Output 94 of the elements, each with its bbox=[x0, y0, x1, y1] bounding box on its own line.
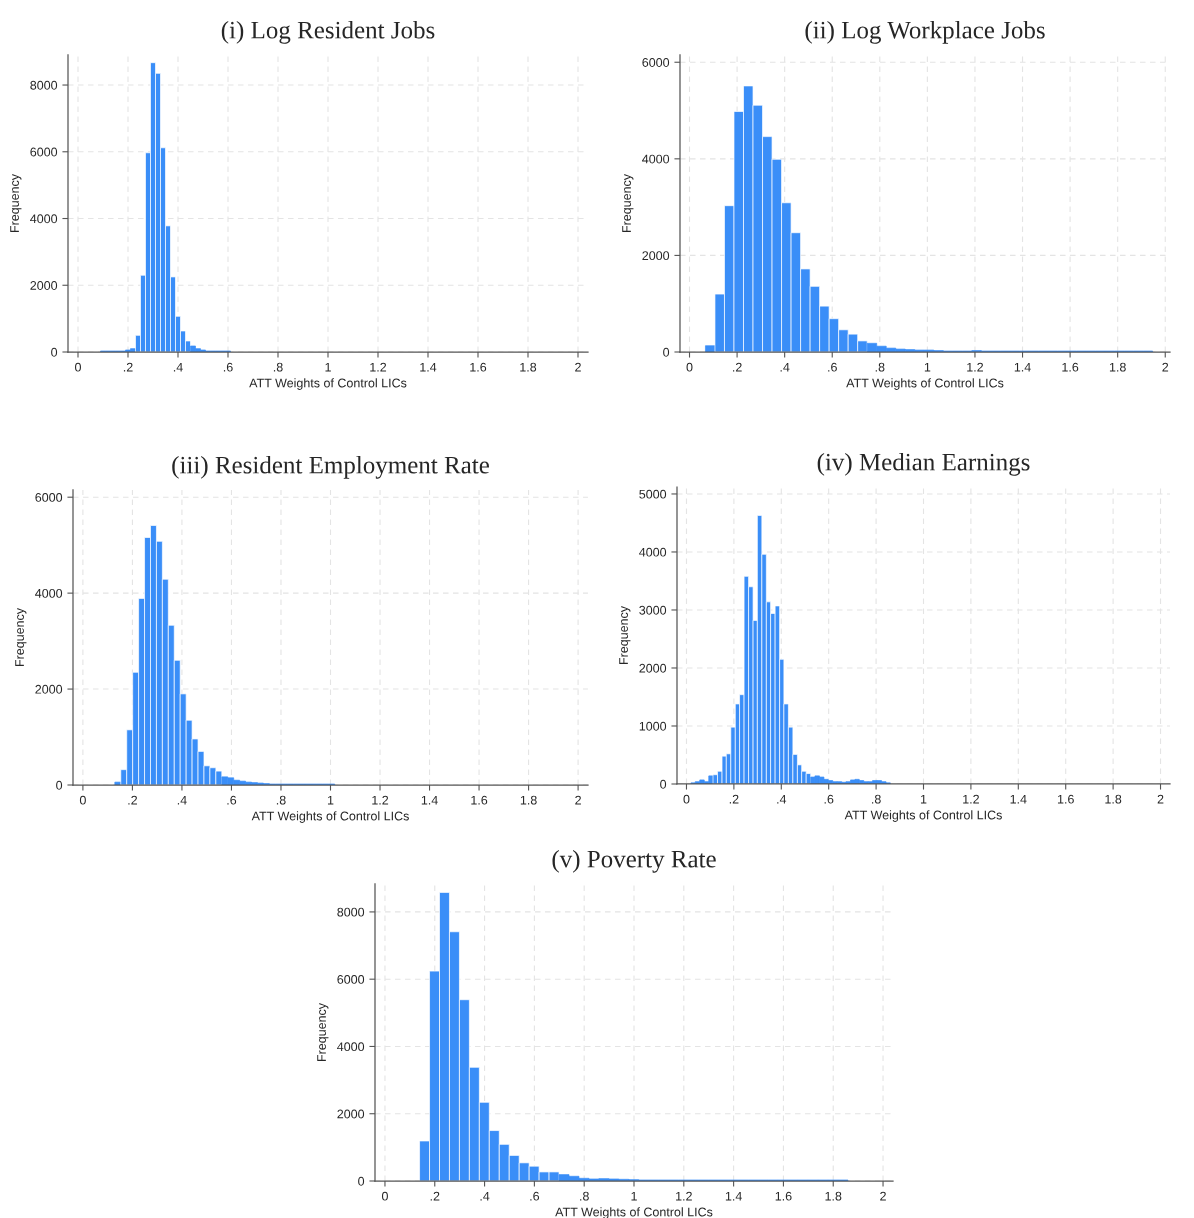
x-tick-label: 1.6 bbox=[470, 362, 487, 372]
x-tick-label: .6 bbox=[828, 362, 837, 372]
x-tick-label: .2 bbox=[729, 794, 739, 804]
chart-title: (v) Poverty Rate bbox=[552, 849, 716, 873]
y-tick-label: 6000 bbox=[35, 493, 63, 502]
x-axis-title: ATT Weights of Control LICs bbox=[555, 1207, 713, 1218]
x-tick-label: 1.4 bbox=[1010, 794, 1027, 804]
x-tick-label: 1.2 bbox=[676, 1191, 692, 1201]
y-tick-label: 2000 bbox=[642, 251, 670, 261]
x-tick-label: 1.4 bbox=[421, 795, 438, 805]
y-axis-title: Frequency bbox=[15, 607, 27, 666]
x-tick-label: 1.8 bbox=[825, 1191, 842, 1201]
x-tick-label: .6 bbox=[530, 1191, 540, 1201]
x-tick-label: 1.8 bbox=[520, 362, 537, 372]
x-tick-label: 1.2 bbox=[370, 362, 387, 372]
y-tick-label: 0 bbox=[51, 347, 58, 357]
y-tick-label: 2000 bbox=[35, 684, 63, 694]
chart-title: (iv) Median Earnings bbox=[817, 452, 1030, 476]
x-tick-label: 2 bbox=[575, 795, 581, 805]
x-tick-label: 1 bbox=[325, 362, 331, 372]
x-tick-label: 1.6 bbox=[1062, 362, 1079, 372]
y-tick-label: 6000 bbox=[337, 974, 365, 984]
x-axis-title: ATT Weights of Control LICs bbox=[846, 378, 1004, 390]
y-tick-label: 2000 bbox=[337, 1109, 365, 1119]
chart-title: (i) Log Resident Jobs bbox=[221, 20, 435, 44]
x-tick-label: 1.2 bbox=[372, 795, 389, 805]
y-tick-label: 2000 bbox=[30, 281, 58, 290]
x-tick-label: .8 bbox=[875, 362, 885, 372]
x-tick-label: .4 bbox=[777, 794, 787, 804]
x-tick-label: .8 bbox=[273, 362, 283, 372]
x-tick-label: 0 bbox=[686, 362, 693, 372]
x-tick-label: 1.4 bbox=[420, 362, 437, 372]
y-tick-label: 6000 bbox=[30, 147, 58, 157]
y-tick-label: 0 bbox=[358, 1176, 365, 1186]
y-tick-label: 0 bbox=[663, 347, 670, 357]
x-tick-label: .2 bbox=[733, 362, 742, 372]
x-tick-label: .6 bbox=[227, 795, 237, 805]
y-tick-label: 4000 bbox=[337, 1042, 365, 1052]
y-tick-label: 1000 bbox=[639, 721, 667, 731]
y-tick-label: 3000 bbox=[639, 605, 667, 615]
x-tick-label: .4 bbox=[173, 362, 183, 372]
y-tick-label: 0 bbox=[660, 779, 667, 789]
x-tick-label: 1 bbox=[327, 795, 334, 805]
y-axis-title: Frequency bbox=[619, 605, 631, 664]
y-axis-title: Frequency bbox=[622, 173, 634, 232]
x-tick-label: 1.8 bbox=[520, 795, 537, 805]
x-tick-label: 1.6 bbox=[1057, 794, 1074, 804]
y-tick-label: 4000 bbox=[35, 588, 63, 598]
x-tick-label: .2 bbox=[128, 795, 138, 805]
x-axis-title: ATT Weights of Control LICs bbox=[251, 811, 409, 823]
x-tick-label: 1.8 bbox=[1105, 794, 1122, 804]
x-tick-label: 1.8 bbox=[1109, 362, 1126, 372]
x-tick-label: 2 bbox=[575, 362, 581, 372]
y-tick-label: 6000 bbox=[642, 58, 670, 67]
x-tick-label: 2 bbox=[1157, 794, 1164, 804]
x-tick-label: .6 bbox=[824, 794, 834, 804]
x-tick-label: 0 bbox=[683, 794, 690, 804]
x-tick-label: 0 bbox=[381, 1191, 388, 1201]
x-tick-label: 1 bbox=[631, 1191, 637, 1201]
x-axis-title: ATT Weights of Control LICs bbox=[844, 810, 1002, 822]
y-axis-title: Frequency bbox=[317, 1002, 329, 1061]
x-tick-label: 1.6 bbox=[775, 1191, 792, 1201]
x-tick-label: 1 bbox=[924, 362, 931, 372]
x-tick-label: 0 bbox=[79, 795, 86, 805]
y-tick-label: 5000 bbox=[639, 489, 667, 499]
x-tick-label: 2 bbox=[880, 1191, 886, 1201]
x-tick-label: 2 bbox=[1162, 362, 1169, 372]
chart-title: (iii) Resident Employment Rate bbox=[172, 455, 489, 479]
x-tick-label: 1.4 bbox=[725, 1191, 742, 1201]
y-tick-label: 8000 bbox=[337, 907, 365, 917]
x-tick-label: 1.4 bbox=[1014, 362, 1031, 372]
x-tick-label: .8 bbox=[276, 795, 286, 805]
x-tick-label: .2 bbox=[123, 362, 133, 372]
x-tick-label: 1 bbox=[920, 794, 927, 804]
chart-title: (ii) Log Workplace Jobs bbox=[805, 20, 1045, 44]
x-tick-label: .2 bbox=[430, 1191, 440, 1201]
x-tick-label: 1.2 bbox=[967, 362, 984, 372]
x-tick-label: .4 bbox=[177, 795, 187, 805]
x-tick-label: 0 bbox=[75, 362, 81, 372]
x-tick-label: .4 bbox=[480, 1191, 490, 1201]
x-tick-label: .6 bbox=[223, 362, 233, 372]
x-tick-label: .8 bbox=[872, 794, 881, 804]
x-tick-label: 1.2 bbox=[963, 794, 979, 804]
y-axis-title: Frequency bbox=[10, 173, 22, 232]
y-tick-label: 4000 bbox=[30, 214, 58, 224]
y-tick-label: 4000 bbox=[642, 154, 670, 164]
y-tick-label: 4000 bbox=[639, 547, 667, 557]
x-tick-label: .8 bbox=[580, 1191, 589, 1201]
x-tick-label: .4 bbox=[780, 362, 790, 372]
y-tick-label: 0 bbox=[56, 780, 63, 790]
y-tick-label: 8000 bbox=[30, 80, 58, 90]
x-tick-label: 1.6 bbox=[471, 795, 488, 805]
x-axis-title: ATT Weights of Control LICs bbox=[249, 378, 407, 390]
y-tick-label: 2000 bbox=[639, 663, 667, 673]
